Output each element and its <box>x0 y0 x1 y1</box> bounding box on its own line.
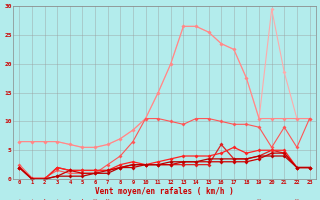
X-axis label: Vent moyen/en rafales ( km/h ): Vent moyen/en rafales ( km/h ) <box>95 187 234 196</box>
